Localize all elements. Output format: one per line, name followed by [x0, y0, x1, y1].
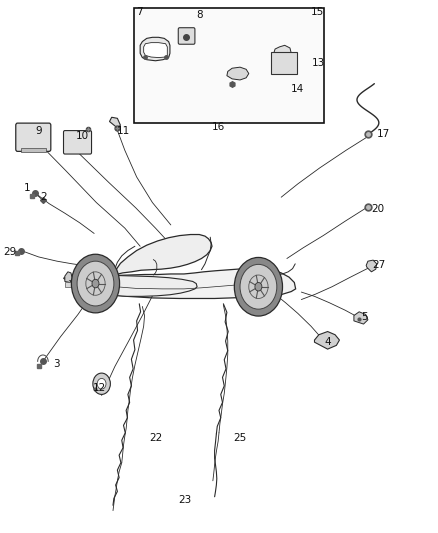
Text: 4: 4 [324, 337, 331, 347]
Circle shape [71, 254, 120, 313]
Text: 3: 3 [53, 359, 60, 368]
Polygon shape [110, 117, 120, 128]
Polygon shape [274, 45, 291, 61]
Circle shape [240, 264, 277, 309]
Bar [21, 148, 46, 152]
Polygon shape [65, 272, 72, 282]
Text: 20: 20 [371, 204, 384, 214]
Text: 14: 14 [291, 84, 304, 94]
Text: 10: 10 [76, 131, 89, 141]
Text: 29: 29 [3, 247, 16, 256]
Polygon shape [64, 269, 296, 298]
Text: 13: 13 [312, 58, 325, 68]
Text: 11: 11 [117, 126, 130, 135]
Bar [271, 52, 297, 74]
Text: 7: 7 [136, 7, 143, 17]
Polygon shape [140, 37, 170, 61]
Polygon shape [113, 235, 212, 275]
Polygon shape [65, 275, 197, 296]
Polygon shape [144, 43, 167, 58]
Text: 2: 2 [40, 192, 47, 202]
Text: 5: 5 [361, 312, 368, 322]
Polygon shape [227, 67, 249, 80]
Polygon shape [314, 332, 339, 349]
Polygon shape [354, 312, 368, 324]
FancyBboxPatch shape [64, 131, 92, 154]
Circle shape [234, 257, 283, 316]
Circle shape [97, 378, 106, 389]
Circle shape [255, 282, 262, 291]
Bar [134, 8, 324, 123]
Text: 23: 23 [178, 495, 191, 505]
Text: 17: 17 [377, 130, 390, 139]
Text: 8: 8 [196, 10, 203, 20]
Polygon shape [366, 260, 377, 272]
Text: 9: 9 [35, 126, 42, 135]
Bar [65, 282, 74, 287]
Circle shape [92, 279, 99, 288]
Circle shape [93, 373, 110, 394]
Text: 16: 16 [212, 122, 225, 132]
Text: 1: 1 [24, 183, 31, 192]
Text: 22: 22 [149, 433, 162, 443]
Text: 15: 15 [311, 7, 324, 17]
Text: 25: 25 [233, 433, 247, 443]
FancyBboxPatch shape [16, 123, 51, 151]
FancyBboxPatch shape [178, 28, 195, 44]
Text: 12: 12 [93, 383, 106, 393]
Text: 27: 27 [372, 261, 385, 270]
Circle shape [77, 261, 114, 306]
